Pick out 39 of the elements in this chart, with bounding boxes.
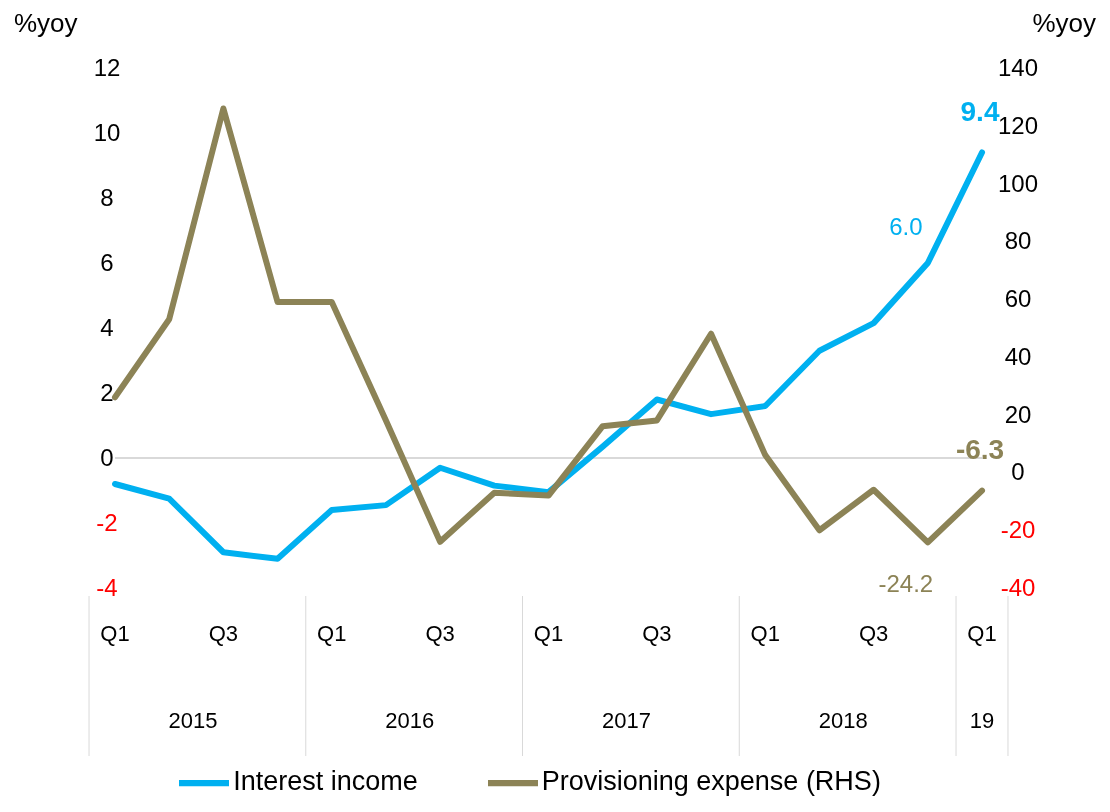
- y2-tick-label: 40: [1004, 342, 1032, 370]
- legend-label: Interest income: [233, 766, 418, 797]
- x-tick-label: Q1: [750, 621, 780, 646]
- text: 2017: [601, 708, 651, 733]
- y-tick-label: -4: [96, 574, 118, 601]
- y2-tick-label: 0: [1011, 458, 1025, 486]
- y-tick-label: 0: [100, 444, 114, 471]
- x-tick-label: Q3: [208, 621, 239, 646]
- text: 2015: [168, 708, 218, 733]
- x-tick-label: Q3: [858, 621, 889, 646]
- x-tick-label: Q3: [642, 621, 672, 646]
- y-tick-label: -2: [96, 509, 118, 536]
- y-axis-title: %yoy: [14, 8, 78, 38]
- x-tick-label: Q3: [425, 621, 455, 646]
- y2-tick-label: -40: [1000, 574, 1036, 601]
- y-tick-label: 8: [100, 184, 114, 211]
- y2-tick-label: 100: [997, 169, 1039, 197]
- y-tick-label: 12: [93, 54, 121, 81]
- x-tick-label: Q1: [967, 621, 997, 646]
- text: 19: [969, 708, 995, 733]
- legend-label: Provisioning expense (RHS): [541, 766, 881, 797]
- y-tick-label: 4: [100, 314, 114, 341]
- y-tick-label: 6: [100, 249, 114, 276]
- text: 2016: [385, 708, 435, 733]
- y2-tick-label: 20: [1004, 400, 1032, 428]
- x-tick-label: Q1: [533, 621, 564, 646]
- y2-axis-title: %yoy: [1032, 8, 1096, 38]
- y2-tick-label: -20: [1000, 516, 1036, 544]
- text: 2018: [818, 708, 868, 733]
- data-label: -6.3: [955, 433, 1005, 465]
- data-label: -24.2: [878, 570, 934, 598]
- x-tick-label: Q1: [100, 621, 130, 646]
- x-tick-label: Q1: [317, 621, 347, 646]
- y-tick-label: 2: [100, 379, 114, 406]
- y2-tick-label: 80: [1004, 227, 1032, 255]
- y-tick-label: 10: [93, 119, 121, 146]
- y2-tick-label: 140: [997, 54, 1039, 81]
- y2-tick-label: 60: [1004, 285, 1032, 313]
- data-label: 6.0: [889, 213, 923, 240]
